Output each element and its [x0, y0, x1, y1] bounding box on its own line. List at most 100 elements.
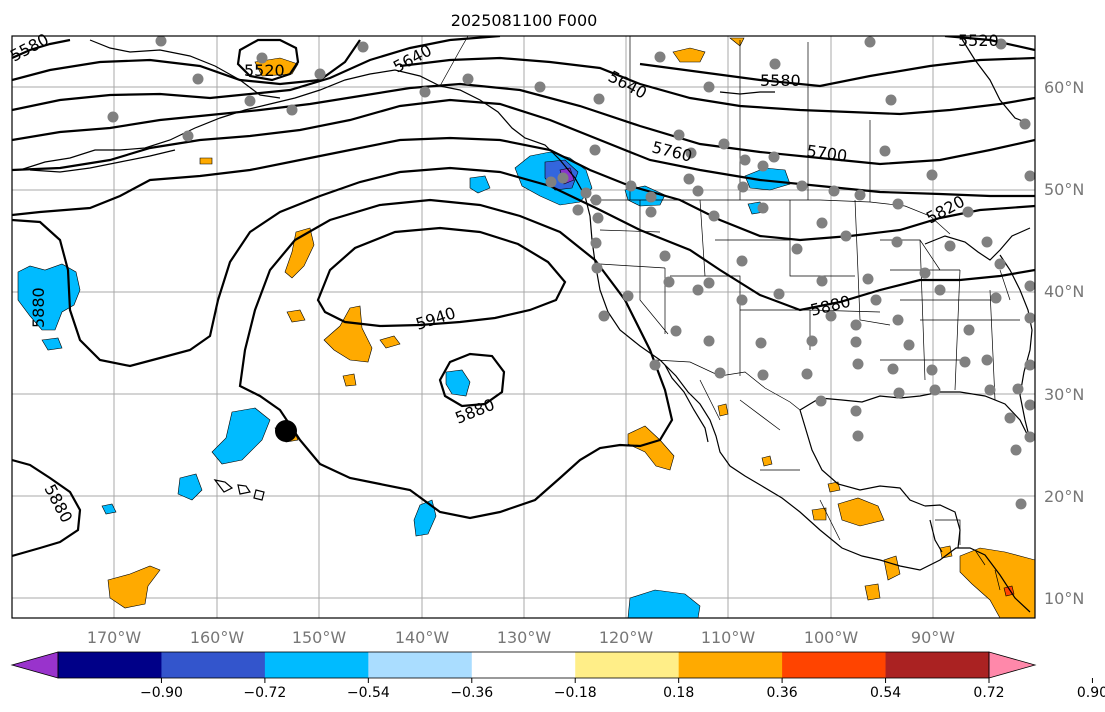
station-marker	[757, 369, 769, 381]
station-marker	[825, 310, 837, 322]
colorbar-frame	[57, 651, 990, 679]
lat-label: 40°N	[1044, 282, 1084, 301]
contour-5700	[12, 82, 1035, 166]
station-marker	[995, 38, 1007, 50]
station-marker	[1010, 444, 1022, 456]
station-marker	[182, 130, 194, 142]
station-marker	[903, 339, 915, 351]
border-mexico-states	[699, 379, 841, 541]
station-markers	[107, 36, 1035, 510]
anomaly-area	[211, 407, 271, 465]
colorbar-ticks: −0.90 −0.72 −0.54 −0.36 −0.18 0.18 0.36 0.54 0.7…	[140, 678, 1105, 701]
contour-label: 5580	[760, 71, 801, 90]
coastline-gulf-mexico-west	[799, 409, 926, 507]
colorbar-tick-label: −0.18	[554, 685, 597, 701]
station-marker	[590, 194, 602, 206]
station-marker	[663, 276, 675, 288]
lon-label: 90°W	[911, 628, 955, 647]
anomaly-area	[827, 481, 841, 493]
contour-5640-b	[399, 56, 1035, 116]
lat-label: 10°N	[1044, 589, 1084, 608]
lon-label: 140°W	[395, 628, 450, 647]
border-central-america	[935, 519, 1001, 591]
colorbar-segment	[885, 652, 990, 678]
colorbar-segment	[264, 652, 369, 678]
contour-5940	[316, 226, 567, 328]
contour-label: 5520	[244, 61, 285, 80]
station-marker	[703, 335, 715, 347]
border-us-canada	[590, 199, 951, 235]
station-marker	[885, 94, 897, 106]
anomaly-area	[627, 589, 701, 618]
colorbar-tick-label: −0.72	[243, 685, 286, 701]
station-marker	[981, 236, 993, 248]
station-marker	[757, 160, 769, 172]
colorbar-tick-label: 0.72	[973, 685, 1004, 701]
station-marker	[708, 210, 720, 222]
station-marker	[1024, 312, 1035, 324]
contour-label: 5880	[29, 287, 48, 328]
station-marker	[737, 181, 749, 193]
station-marker	[590, 237, 602, 249]
station-marker	[791, 243, 803, 255]
coastline-hawaii-1	[213, 479, 234, 493]
coastline-hawaii-2	[237, 484, 251, 495]
station-marker	[545, 176, 557, 188]
station-marker	[852, 430, 864, 442]
station-marker	[828, 185, 840, 197]
station-marker	[244, 95, 256, 107]
border-us-states-west	[599, 199, 891, 376]
station-marker	[864, 36, 876, 48]
map-frame	[11, 35, 1036, 619]
station-marker	[256, 52, 268, 64]
colorbar-tick-label: 0.36	[767, 685, 798, 701]
coastline-central-america	[929, 519, 943, 553]
station-marker	[757, 202, 769, 214]
station-marker	[419, 86, 431, 98]
station-marker	[926, 364, 938, 376]
coastline-aleutians	[29, 149, 176, 173]
anomaly-area	[17, 263, 81, 331]
station-marker	[850, 405, 862, 417]
lon-label: 150°W	[292, 628, 347, 647]
station-marker	[645, 206, 657, 218]
station-marker	[755, 337, 767, 349]
contour-5880-sw	[12, 458, 82, 558]
anomaly-area	[342, 373, 357, 387]
station-marker	[796, 180, 808, 192]
station-marker	[862, 273, 874, 285]
station-marker	[557, 172, 569, 184]
colorbar: −0.90 −0.72 −0.54 −0.36 −0.18 0.18 0.36 0.54 0.7…	[10, 651, 1105, 701]
station-marker	[739, 154, 751, 166]
coastline-hudson	[959, 36, 1031, 125]
station-marker	[703, 277, 715, 289]
station-marker	[670, 325, 682, 337]
colorbar-segment	[471, 652, 576, 678]
station-marker	[591, 262, 603, 274]
border-us-mexico	[654, 359, 801, 411]
anomaly-area	[254, 57, 299, 77]
station-marker	[962, 206, 974, 218]
colorbar-tick-label: −0.90	[140, 685, 183, 701]
colorbar-tick-label: −0.54	[347, 685, 390, 701]
tropical-cyclone-marker	[275, 420, 297, 442]
station-marker	[854, 189, 866, 201]
anomaly-area	[199, 157, 213, 165]
station-marker	[852, 358, 864, 370]
station-marker	[572, 204, 584, 216]
anomaly-area	[811, 507, 827, 521]
colorbar-min-extend	[10, 651, 59, 679]
station-marker	[929, 384, 941, 396]
station-marker	[801, 368, 813, 380]
lat-label: 30°N	[1044, 385, 1084, 404]
political-borders	[439, 36, 1020, 591]
station-marker	[959, 356, 971, 368]
longitude-labels: 170°W 160°W 150°W 140°W 130°W 120°W 110°…	[87, 628, 955, 647]
station-marker	[816, 275, 828, 287]
station-marker	[840, 230, 852, 242]
colorbar-segment	[782, 652, 887, 678]
station-marker	[934, 284, 946, 296]
anomaly-area	[379, 335, 401, 349]
colorbar-segments	[58, 652, 990, 678]
station-marker	[192, 73, 204, 85]
